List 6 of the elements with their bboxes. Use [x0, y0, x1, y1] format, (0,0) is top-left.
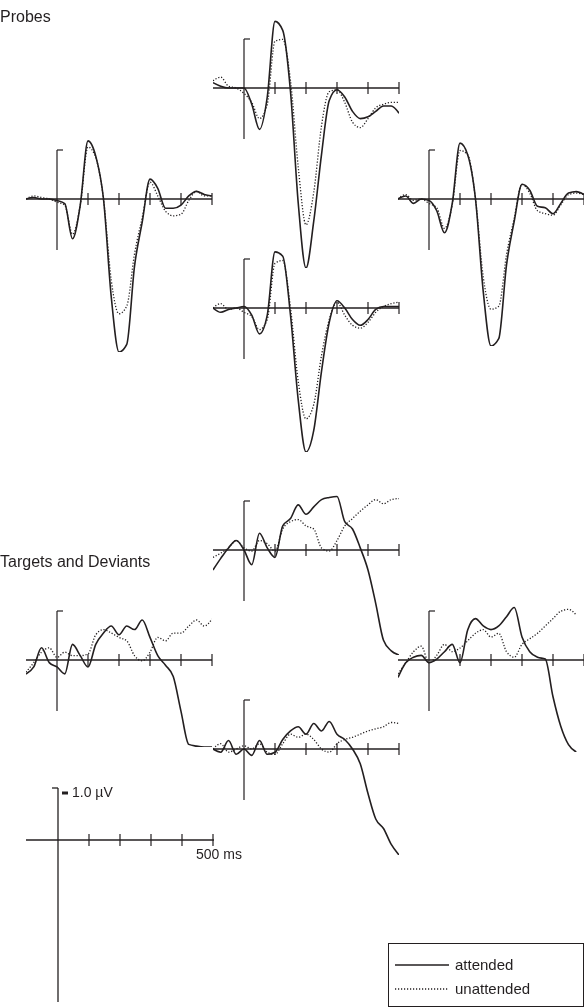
- text: 1.0 µV: [72, 784, 113, 800]
- legend-label: attended: [455, 955, 514, 973]
- chart-title: Probes: [0, 8, 51, 26]
- legend-label: unattended: [455, 979, 531, 997]
- chart-title: Targets and Deviants: [0, 553, 151, 571]
- annotation: 500 ms: [196, 846, 242, 862]
